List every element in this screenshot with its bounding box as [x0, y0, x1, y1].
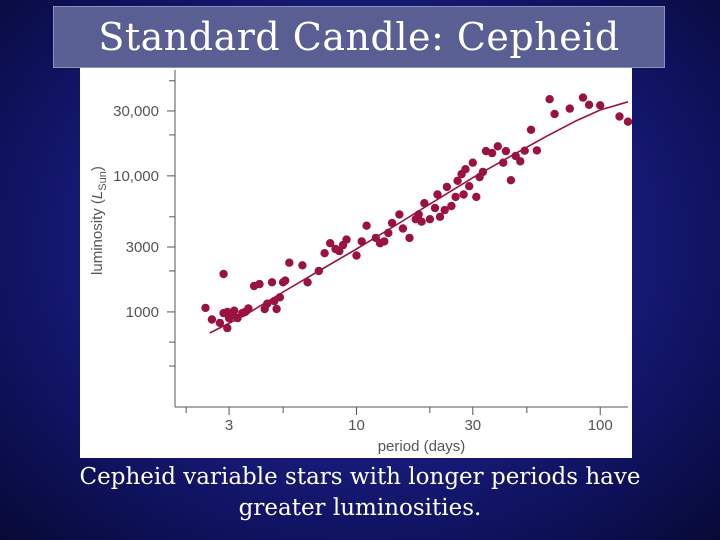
- data-point: [275, 293, 285, 302]
- data-point: [493, 142, 502, 151]
- chart-axes: [174, 70, 628, 408]
- data-point: [465, 182, 474, 191]
- data-point: [520, 146, 529, 155]
- data-point: [219, 269, 228, 279]
- y-axis-label-end: ): [89, 166, 106, 171]
- data-point: [303, 278, 312, 287]
- slide-caption: Cepheid variable stars with longer perio…: [79, 464, 641, 521]
- data-point: [516, 157, 525, 166]
- data-point: [425, 215, 435, 224]
- data-point: [584, 100, 594, 109]
- data-point: [267, 278, 277, 287]
- data-point: [545, 95, 554, 104]
- data-point: [244, 304, 253, 313]
- data-point: [442, 182, 452, 192]
- data-point: [550, 109, 559, 119]
- data-point: [459, 190, 468, 199]
- data-point: [532, 146, 542, 155]
- chart-figure: 1000 3000 10,000 30,000 3 10 30 100 period (day…: [80, 68, 632, 458]
- data-point: [506, 176, 516, 185]
- data-point: [414, 210, 423, 219]
- data-point: [499, 158, 508, 167]
- data-point: [451, 192, 460, 202]
- data-point: [578, 93, 588, 102]
- data-point: [501, 146, 511, 156]
- y-tick-label: 10,000: [113, 168, 159, 185]
- y-tick-label: 3000: [126, 239, 159, 256]
- data-point: [453, 176, 462, 185]
- data-point: [440, 205, 449, 215]
- y-tick-label: 1000: [126, 304, 159, 321]
- data-point: [281, 276, 290, 285]
- data-point: [335, 246, 344, 256]
- x-tick-label: 30: [464, 417, 481, 434]
- data-point: [230, 306, 239, 315]
- data-point: [320, 249, 329, 258]
- data-point: [380, 237, 389, 246]
- data-point: [615, 112, 624, 121]
- cepheid-chart: 1000 3000 10,000 30,000 3 10 30 100 period (day…: [89, 70, 632, 455]
- data-point: [223, 323, 232, 333]
- y-axis-label-var: L: [89, 191, 106, 199]
- data-point: [468, 158, 477, 167]
- data-point: [405, 233, 414, 243]
- data-point: [433, 190, 442, 199]
- data-point: [447, 201, 456, 211]
- x-tick-label: 100: [588, 417, 613, 434]
- data-point: [255, 279, 264, 289]
- data-point: [362, 221, 371, 230]
- data-point: [314, 266, 323, 276]
- data-point: [201, 303, 210, 313]
- data-point: [623, 117, 632, 126]
- data-point: [478, 167, 488, 177]
- data-point: [435, 212, 445, 221]
- y-axis-label: luminosity (LSun): [89, 166, 109, 275]
- x-axis-label: period (days): [378, 438, 466, 455]
- data-point: [387, 218, 397, 228]
- data-point: [357, 237, 366, 246]
- data-point: [430, 203, 440, 213]
- data-point: [326, 239, 335, 248]
- slide-title: Standard Candle: Cepheid: [98, 15, 620, 59]
- y-axis-label-main: luminosity (: [89, 199, 106, 275]
- data-point: [596, 101, 605, 110]
- x-tick-label: 3: [225, 417, 233, 434]
- data-point: [384, 228, 393, 238]
- data-point: [487, 148, 497, 158]
- data-point: [207, 315, 217, 324]
- data-point: [398, 224, 408, 233]
- trend-line: [209, 101, 629, 334]
- data-point: [417, 217, 426, 226]
- data-point: [223, 307, 232, 317]
- data-point: [352, 251, 361, 260]
- data-point: [461, 165, 470, 174]
- data-point: [472, 192, 481, 202]
- slide-title-box: Standard Candle: Cepheid: [53, 6, 665, 68]
- y-tick-label: 30,000: [113, 103, 159, 120]
- data-point: [263, 299, 272, 308]
- data-point: [298, 261, 307, 270]
- data-point: [565, 104, 574, 113]
- data-point: [272, 304, 281, 314]
- y-axis-label-sub: Sun: [97, 171, 109, 191]
- data-point: [395, 210, 404, 219]
- data-point: [342, 235, 351, 244]
- data-point: [526, 125, 536, 134]
- data-point: [215, 318, 225, 328]
- x-tick-label: 10: [348, 417, 365, 434]
- data-point: [420, 199, 429, 208]
- data-point: [285, 258, 294, 267]
